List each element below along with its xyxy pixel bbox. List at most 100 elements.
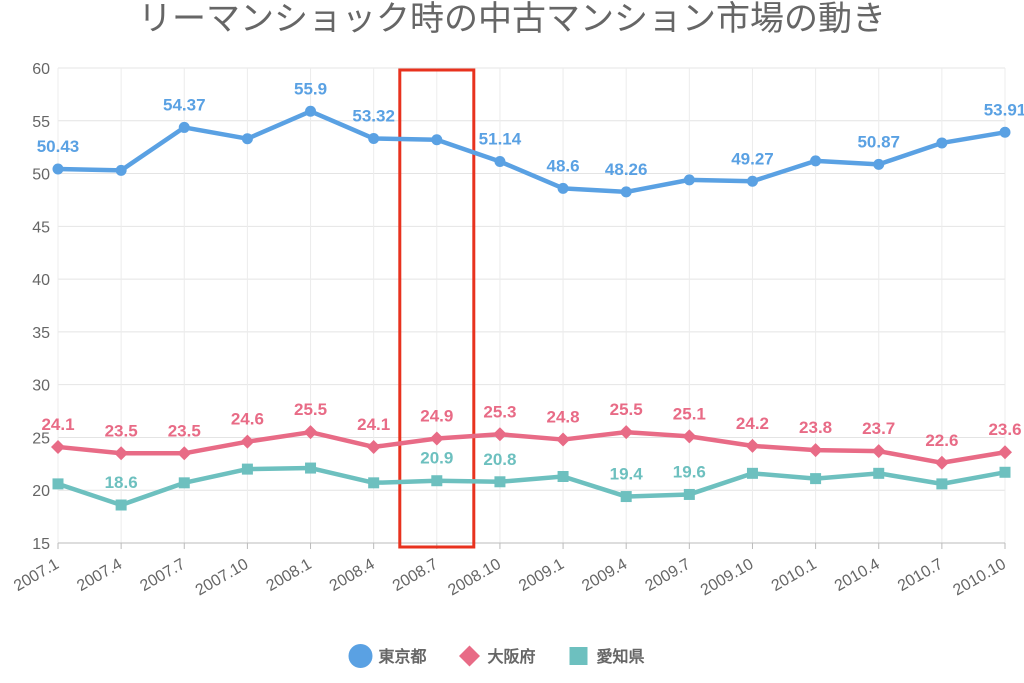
data-point-2 [873,467,885,479]
data-point-2 [936,478,948,490]
data-label: 55.9 [294,79,327,98]
x-tick-label: 2009.4 [579,556,630,595]
data-point-2 [620,491,632,503]
data-label: 23.5 [168,421,201,440]
data-label: 25.3 [483,402,516,421]
data-label: 25.5 [294,400,327,419]
data-point-0 [52,163,64,175]
highlight-box [398,68,476,549]
data-point-2 [52,478,64,490]
series-layer [51,105,1012,511]
data-label: 23.8 [799,418,832,437]
x-tick-label: 2008.4 [327,556,378,595]
y-tick-label: 50 [32,167,50,184]
data-point-0 [557,182,569,194]
data-label: 24.6 [231,410,264,429]
highlight-rect [398,68,476,549]
data-label: 49.27 [731,149,774,168]
data-label: 19.6 [673,462,706,481]
data-point-2 [683,488,695,500]
data-label: 23.7 [862,419,895,438]
data-point-1 [177,446,192,461]
x-tick-label: 2009.1 [516,556,567,595]
x-tick-label: 2007.1 [11,556,62,595]
data-point-2 [746,467,758,479]
x-tick-label: 2009.7 [642,556,693,595]
data-point-2 [241,463,253,475]
data-point-2 [305,462,317,474]
legend-marker [569,647,588,665]
data-label: 48.26 [605,160,648,179]
legend[interactable]: 東京都 大阪府 愛知県 [348,644,645,668]
data-point-1 [51,439,65,454]
data-point-2 [368,477,380,489]
data-point-1 [619,425,634,440]
data-label: 24.2 [736,414,769,433]
data-label: 24.8 [547,408,580,427]
data-point-2 [115,499,127,511]
data-label: 24.1 [357,415,390,434]
x-tick-label: 2008.7 [390,556,441,595]
data-point-0 [431,134,443,146]
data-label: 18.6 [105,473,138,492]
data-label: 20.8 [483,450,516,469]
data-point-0 [683,174,695,186]
data-label: 53.32 [352,107,395,126]
x-tick-label: 2010.1 [769,556,820,595]
data-label: 23.6 [988,420,1021,439]
data-point-1 [682,429,697,444]
x-tick-label: 2009.10 [698,556,757,600]
y-tick-label: 15 [32,536,50,553]
data-label: 51.14 [479,130,522,149]
data-label: 48.6 [547,156,580,175]
data-label: 53.91 [984,100,1024,119]
data-label: 50.87 [857,132,900,151]
data-point-1 [808,443,823,458]
data-label: 20.9 [420,449,453,468]
data-label: 25.1 [673,404,706,423]
x-tick-label: 2008.1 [264,556,315,595]
data-label: 50.43 [37,137,80,156]
legend-label[interactable]: 東京都 [379,647,427,666]
x-tick-label: 2007.4 [74,556,125,595]
data-label: 22.6 [925,431,958,450]
data-label: 19.4 [610,465,644,484]
legend-label[interactable]: 大阪府 [488,647,536,666]
data-label: 23.5 [105,421,138,440]
data-label: 54.37 [163,95,206,114]
data-point-0 [873,158,885,170]
x-tick-label: 2010.4 [832,556,883,595]
y-tick-label: 45 [32,219,50,236]
legend-label[interactable]: 愛知県 [597,647,645,666]
legend-marker [459,645,480,667]
data-point-2 [557,471,569,482]
data-point-1 [366,439,381,454]
y-tick-label: 55 [32,114,50,131]
data-point-1 [556,432,571,447]
x-tick-label: 2007.7 [137,556,188,595]
data-point-0 [494,156,506,168]
data-point-1 [745,438,760,453]
data-labels: 50.43 54.37 55.9 53.32 51.14 48.6 48.26 49.27 50… [37,79,1024,492]
y-tick-label: 40 [32,272,50,289]
y-tick-label: 30 [32,378,50,395]
data-point-2 [810,473,822,485]
data-point-0 [936,137,948,149]
data-point-0 [810,155,822,167]
data-point-0 [999,126,1011,138]
chart-title: リーマンショック時の中古マンション市場の動き [138,0,886,39]
data-point-1 [240,434,255,449]
data-point-0 [305,105,317,117]
y-tick-label: 20 [32,483,50,500]
x-tick-label: 2008.10 [445,556,504,600]
data-point-1 [998,445,1012,460]
data-point-0 [241,133,253,145]
data-point-1 [871,444,886,459]
series-line-2 [55,465,1008,508]
data-point-0 [746,175,758,187]
x-tick-label: 2007.10 [193,556,252,600]
data-label: 24.9 [420,407,453,426]
data-point-2 [178,477,190,489]
data-point-0 [368,133,380,145]
